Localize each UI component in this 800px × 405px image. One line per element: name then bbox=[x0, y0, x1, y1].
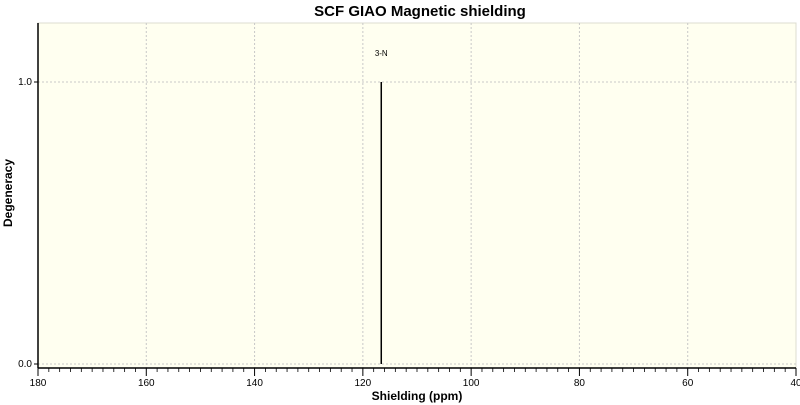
peak-series: 3-N bbox=[375, 49, 388, 364]
y-tick-label: 0.0 bbox=[18, 359, 32, 370]
grid-lines bbox=[38, 23, 796, 368]
x-tick-label: 100 bbox=[463, 378, 480, 389]
x-tick-label: 160 bbox=[138, 378, 155, 389]
x-axis-ticks: 180 160 140 120 100 80 60 40 bbox=[30, 368, 800, 389]
x-axis-title: Shielding (ppm) bbox=[372, 389, 463, 403]
y-tick-label: 1.0 bbox=[18, 77, 32, 88]
peak-label: 3-N bbox=[375, 49, 388, 58]
chart-title: SCF GIAO Magnetic shielding bbox=[314, 3, 526, 20]
x-tick-label: 40 bbox=[790, 378, 800, 389]
y-axis-ticks: 0.0 1.0 bbox=[18, 77, 38, 370]
x-tick-label: 120 bbox=[355, 378, 372, 389]
plot-area bbox=[37, 22, 797, 369]
x-tick-label: 60 bbox=[682, 378, 694, 389]
x-tick-label: 180 bbox=[30, 378, 47, 389]
y-axis-title: Degeneracy bbox=[1, 159, 15, 227]
x-tick-label: 80 bbox=[574, 378, 586, 389]
x-tick-label: 140 bbox=[246, 378, 263, 389]
